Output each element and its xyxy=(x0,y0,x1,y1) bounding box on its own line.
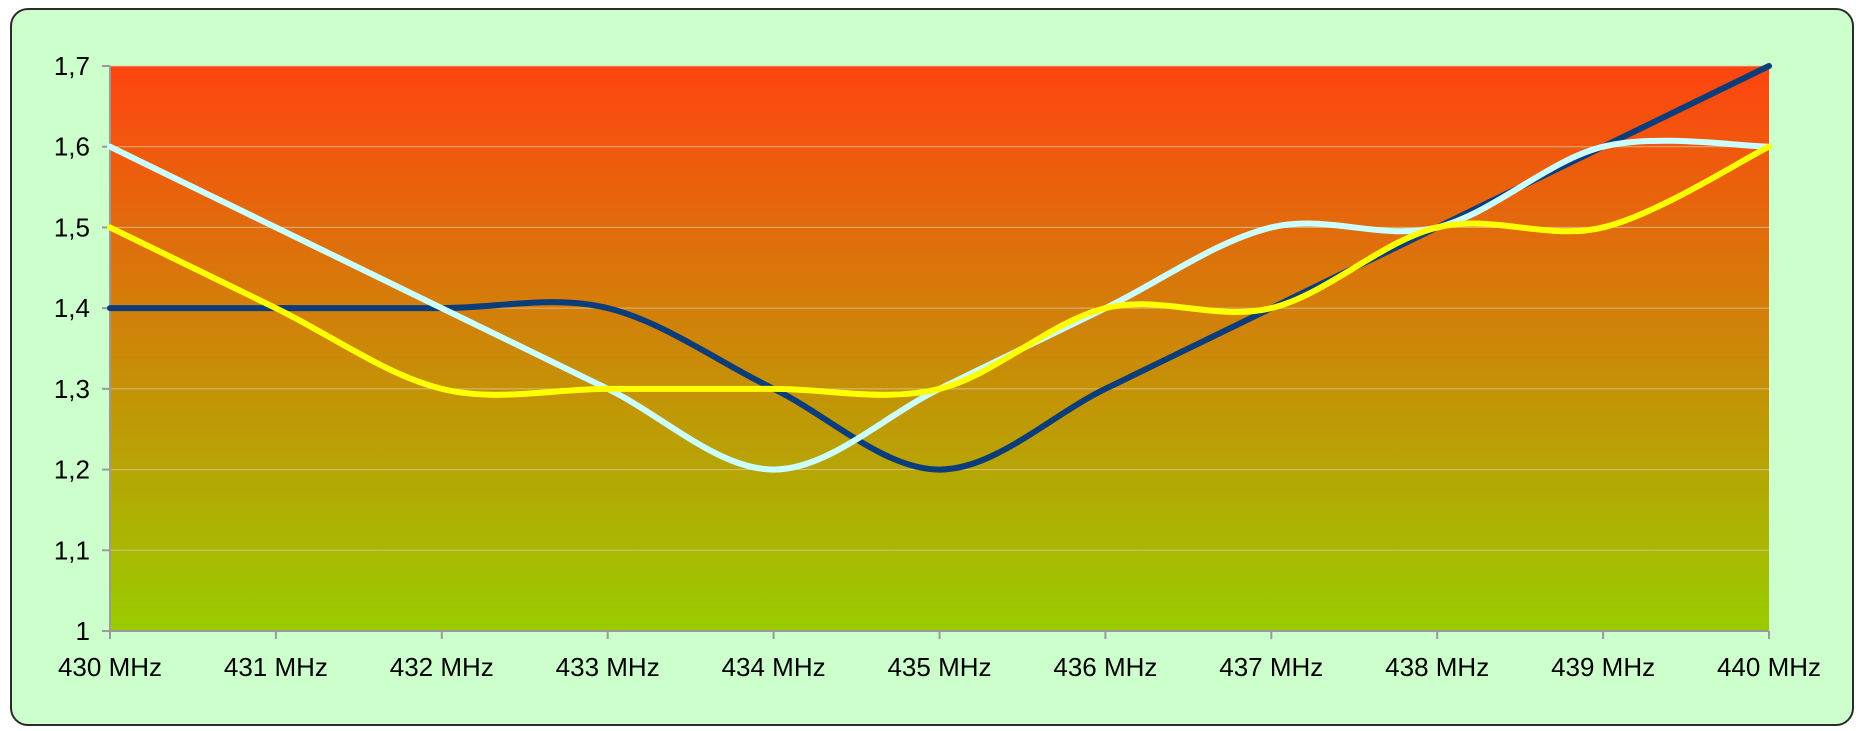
y-tick-label: 1,2 xyxy=(54,455,90,485)
y-tick-label: 1,6 xyxy=(54,132,90,162)
y-tick-label: 1,3 xyxy=(54,374,90,404)
series-line-3 xyxy=(107,143,1772,398)
plot-area xyxy=(110,66,1769,631)
x-tick-label: 437 MHz xyxy=(1219,652,1323,682)
x-tick-label: 430 MHz xyxy=(58,652,162,682)
y-tick-label: 1,1 xyxy=(54,535,90,565)
x-tick-label: 435 MHz xyxy=(887,652,991,682)
x-tick-label: 440 MHz xyxy=(1717,652,1821,682)
y-tick-label: 1,7 xyxy=(54,51,90,81)
x-tick-label: 433 MHz xyxy=(556,652,660,682)
y-tick-label: 1 xyxy=(76,616,90,646)
x-tick-label: 439 MHz xyxy=(1551,652,1655,682)
y-tick-label: 1,4 xyxy=(54,293,90,323)
x-tick-label: 432 MHz xyxy=(390,652,494,682)
x-tick-label: 438 MHz xyxy=(1385,652,1489,682)
x-tick-label: 434 MHz xyxy=(722,652,826,682)
y-tick-label: 1,5 xyxy=(54,212,90,242)
x-tick-label: 431 MHz xyxy=(224,652,328,682)
x-tick-label: 436 MHz xyxy=(1053,652,1157,682)
